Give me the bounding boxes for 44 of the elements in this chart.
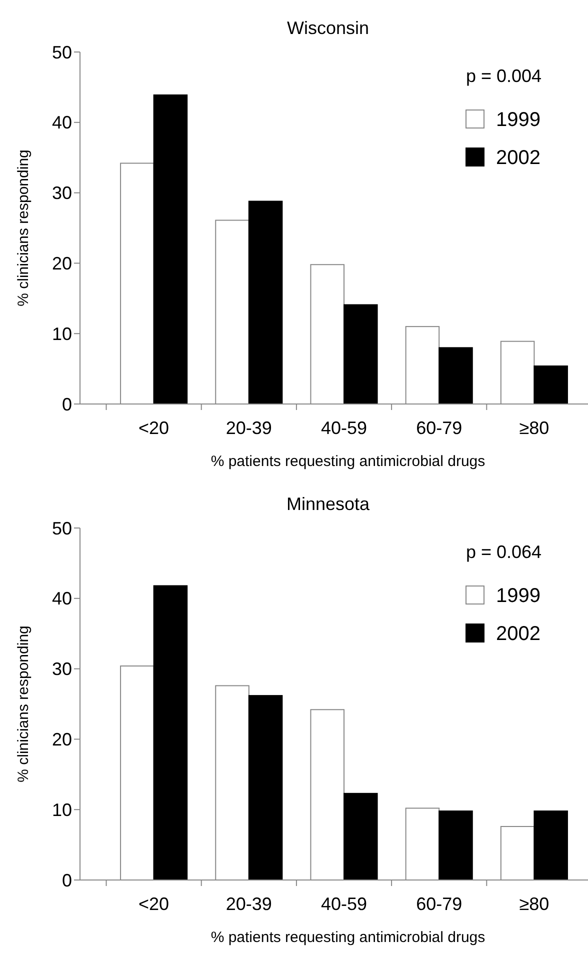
legend-label: 1999 (496, 585, 540, 607)
bar (153, 94, 188, 404)
bar (344, 304, 378, 404)
y-tick-label: 50 (52, 518, 72, 538)
x-axis-title: % patients requesting antimicrobial drugs (210, 453, 486, 470)
chart-title: Wisconsin (286, 18, 370, 38)
chart-title: Minnesota (286, 494, 371, 514)
annotation: p = 0.004 (466, 66, 542, 86)
x-tick-label: ≥80 (519, 418, 550, 438)
bar (534, 810, 568, 880)
bar (153, 585, 188, 880)
x-tick-label: 60-79 (416, 894, 462, 914)
x-tick-label: 40-59 (320, 418, 368, 438)
bar (534, 365, 568, 404)
x-tick-label: 20-39 (226, 418, 272, 438)
bar (438, 810, 473, 880)
bar (248, 200, 283, 404)
y-tick-label: 40 (52, 112, 72, 133)
y-axis-title: % clinicians responding (15, 150, 32, 306)
y-tick-label: 50 (52, 42, 72, 62)
x-tick-label: 40-59 (320, 894, 368, 914)
bar (248, 695, 283, 880)
x-tick-label: <20 (138, 418, 170, 438)
annotation: p = 0.064 (466, 542, 542, 562)
x-tick-label: 20-39 (226, 894, 272, 914)
legend-label: 2002 (496, 147, 540, 169)
x-tick-label: 60-79 (416, 418, 462, 438)
y-tick-label: 0 (62, 394, 72, 414)
y-tick-label: 0 (62, 870, 72, 890)
legend-label: 2002 (496, 623, 540, 645)
x-tick-label: ≥80 (519, 894, 550, 914)
y-tick-label: 30 (52, 659, 72, 680)
bar (438, 347, 473, 404)
y-tick-label: 20 (52, 254, 72, 274)
y-tick-label: 10 (52, 800, 72, 820)
legend-label: 1999 (496, 109, 540, 131)
y-tick-label: 30 (52, 183, 72, 204)
x-axis-title: % patients requesting antimicrobial drugs (210, 929, 486, 946)
y-tick-label: 20 (52, 730, 72, 750)
y-tick-label: 10 (52, 324, 72, 344)
y-tick-label: 40 (52, 588, 72, 609)
y-axis-title: % clinicians responding (15, 626, 32, 782)
x-tick-label: <20 (138, 894, 170, 914)
bar (344, 792, 378, 880)
